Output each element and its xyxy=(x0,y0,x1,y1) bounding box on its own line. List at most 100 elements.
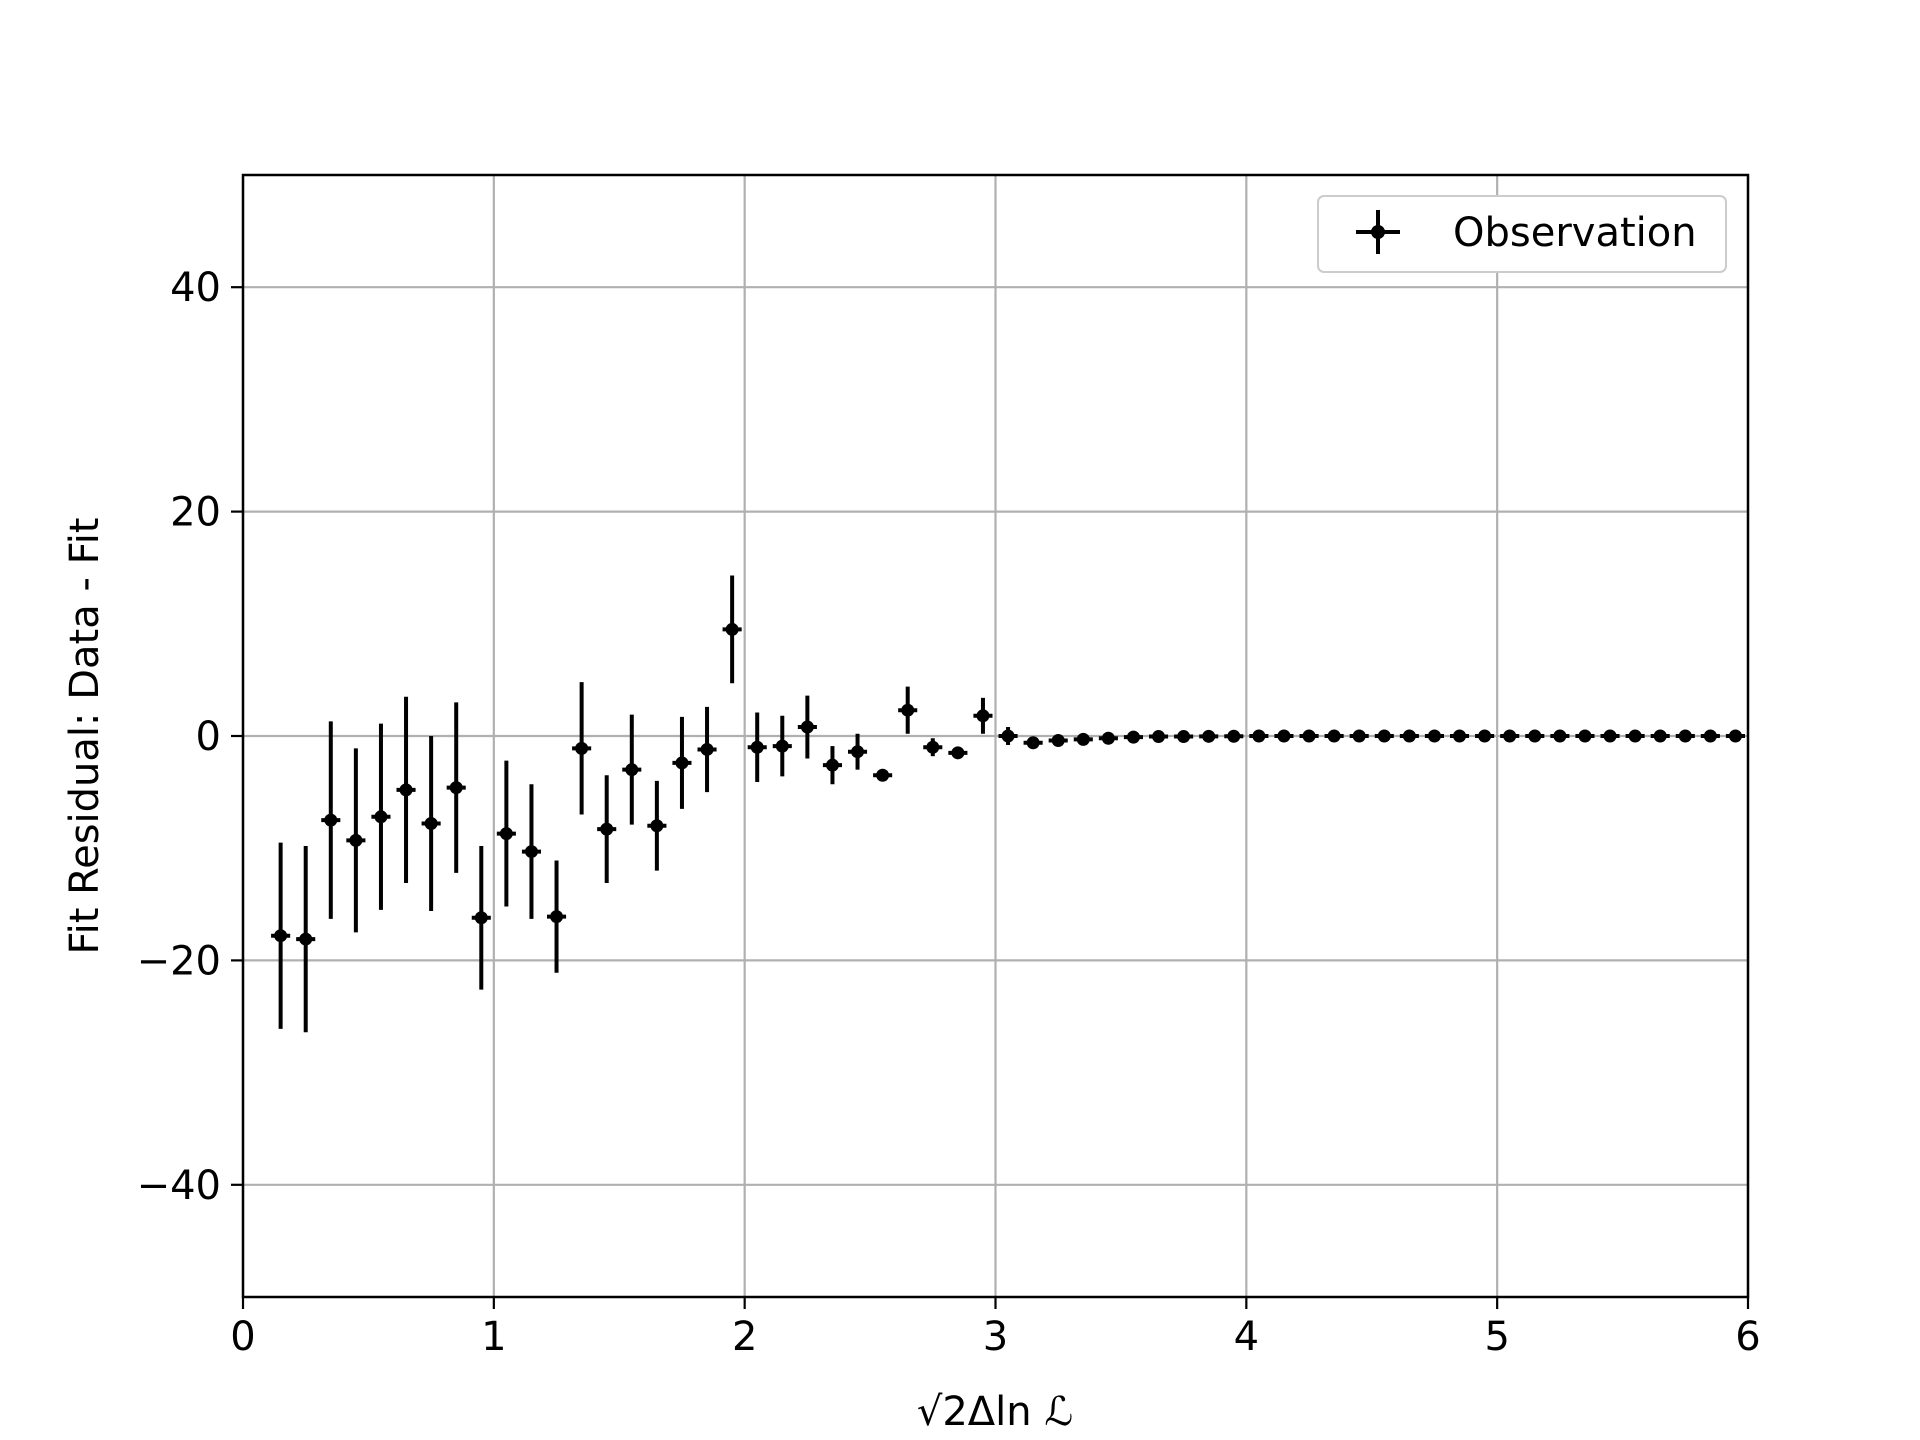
legend: Observation xyxy=(1317,195,1727,273)
point-marker xyxy=(474,911,488,925)
data-point xyxy=(1174,730,1194,744)
data-point xyxy=(647,780,667,871)
data-point xyxy=(1349,729,1369,743)
point-marker xyxy=(274,929,288,943)
point-marker xyxy=(1327,729,1341,743)
data-point xyxy=(1575,729,1595,743)
point-marker xyxy=(324,813,338,827)
legend-box xyxy=(1317,195,1727,273)
point-marker xyxy=(1728,729,1742,743)
data-point xyxy=(1149,730,1169,744)
point-marker xyxy=(1578,729,1592,743)
data-point xyxy=(1023,736,1043,750)
x-tick-label: 5 xyxy=(1484,1314,1509,1360)
data-point xyxy=(446,702,466,873)
point-marker xyxy=(625,763,639,777)
x-axis-ticks: 0 1 2 3 4 5 6 xyxy=(230,1297,1761,1360)
data-point xyxy=(948,746,968,760)
point-marker xyxy=(1252,729,1266,743)
point-marker xyxy=(650,819,664,833)
data-point xyxy=(722,575,742,684)
data-point xyxy=(1650,729,1670,743)
data-point xyxy=(1073,732,1093,746)
point-marker xyxy=(1402,729,1416,743)
point-marker xyxy=(700,742,714,756)
data-point xyxy=(396,696,416,883)
point-marker xyxy=(926,740,940,754)
x-tick-label: 4 xyxy=(1234,1314,1259,1360)
data-point xyxy=(1450,729,1470,743)
point-marker xyxy=(524,845,538,859)
x-tick-label: 3 xyxy=(983,1314,1008,1360)
data-point xyxy=(622,714,642,825)
data-point xyxy=(1600,729,1620,743)
point-marker xyxy=(349,833,363,847)
data-point xyxy=(822,746,842,785)
point-marker xyxy=(1152,730,1166,744)
y-tick-label: 40 xyxy=(170,265,221,311)
point-marker xyxy=(800,720,814,734)
point-marker xyxy=(851,745,865,759)
point-marker xyxy=(1076,732,1090,746)
y-tick-label: −40 xyxy=(137,1163,221,1209)
point-marker xyxy=(1026,736,1040,750)
data-point xyxy=(1324,729,1344,743)
point-marker xyxy=(374,810,388,824)
point-marker xyxy=(876,768,890,782)
data-point xyxy=(1274,729,1294,743)
point-marker xyxy=(550,910,564,924)
data-point xyxy=(1399,729,1419,743)
point-marker xyxy=(1302,729,1316,743)
data-point xyxy=(597,775,617,883)
point-marker xyxy=(1227,729,1241,743)
data-marks xyxy=(271,575,1745,1033)
data-point xyxy=(1374,729,1394,743)
point-marker xyxy=(1703,729,1717,743)
y-tick-label: −20 xyxy=(137,938,221,984)
point-marker xyxy=(1051,733,1065,747)
data-point xyxy=(973,697,993,734)
point-marker xyxy=(575,741,589,755)
point-marker xyxy=(600,822,614,836)
data-point xyxy=(1500,729,1520,743)
point-marker xyxy=(901,703,915,717)
y-axis-label: Fit Residual: Data - Fit xyxy=(62,518,108,955)
data-point xyxy=(1525,729,1545,743)
point-marker xyxy=(1177,730,1191,744)
point-marker xyxy=(1277,729,1291,743)
point-marker xyxy=(675,756,689,770)
point-marker xyxy=(825,758,839,772)
data-point xyxy=(421,736,441,912)
point-marker xyxy=(1653,729,1667,743)
data-point xyxy=(1249,729,1269,743)
data-point xyxy=(998,727,1018,745)
data-point xyxy=(797,695,817,759)
data-point xyxy=(321,721,341,919)
data-point xyxy=(1224,729,1244,743)
x-tick-label: 1 xyxy=(481,1314,506,1360)
point-marker xyxy=(976,709,990,723)
data-point xyxy=(1475,729,1495,743)
point-marker xyxy=(1603,729,1617,743)
x-tick-label: 6 xyxy=(1735,1314,1760,1360)
x-tick-label: 0 xyxy=(230,1314,255,1360)
data-point xyxy=(848,733,868,770)
data-point xyxy=(346,748,366,933)
point-marker xyxy=(1202,729,1216,743)
x-axis-label: √2Δln ℒ xyxy=(917,1389,1073,1435)
data-point xyxy=(747,712,767,783)
point-marker xyxy=(1126,730,1140,744)
data-point xyxy=(1098,731,1118,745)
data-point xyxy=(772,715,792,777)
data-point xyxy=(1048,733,1068,747)
point-marker xyxy=(399,783,413,797)
data-point xyxy=(1550,729,1570,743)
data-point xyxy=(1675,729,1695,743)
data-point xyxy=(1424,729,1444,743)
point-marker xyxy=(951,746,965,760)
x-tick-label: 2 xyxy=(732,1314,757,1360)
data-point xyxy=(898,686,918,734)
data-point xyxy=(923,738,943,757)
point-marker xyxy=(1101,731,1115,745)
